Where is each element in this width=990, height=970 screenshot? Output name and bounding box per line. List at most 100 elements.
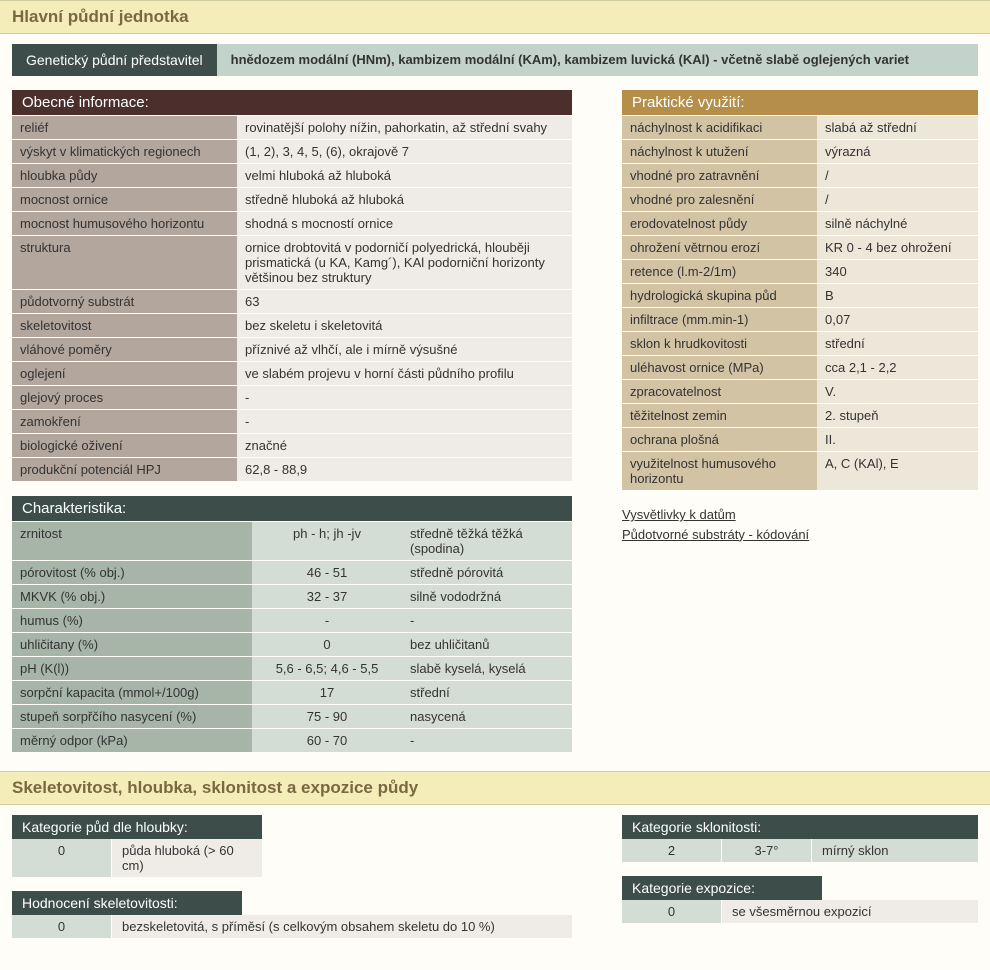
cell-key: infiltrace (mm.min-1)	[622, 308, 817, 331]
table-row: měrný odpor (kPa)60 - 70-	[12, 729, 572, 752]
cell-key: oglejení	[12, 362, 237, 385]
cell-mid: 32 - 37	[252, 585, 402, 608]
skelet-code: 0	[12, 915, 112, 938]
cell-value: ve slabém projevu v horní části půdního …	[237, 362, 572, 385]
obecne-table: reliéfrovinatější polohy nížin, pahorkat…	[12, 115, 572, 482]
cell-value: B	[817, 284, 978, 307]
cell-key: náchylnost k acidifikaci	[622, 116, 817, 139]
expo-desc: se všesměrnou expozicí	[722, 900, 978, 923]
table-row: zamokření-	[12, 410, 572, 433]
cell-value: 63	[237, 290, 572, 313]
expo-code: 0	[622, 900, 722, 923]
cell-mid: 75 - 90	[252, 705, 402, 728]
table-row: vhodné pro zalesnění/	[622, 188, 978, 211]
table-row: mocnost ornicestředně hluboká až hluboká	[12, 188, 572, 211]
table-row: strukturaornice drobtovitá v podorničí p…	[12, 236, 572, 289]
cell-value: cca 2,1 - 2,2	[817, 356, 978, 379]
prakt-table: náchylnost k acidifikacislabá až střední…	[622, 115, 978, 491]
cell-key: pórovitost (% obj.)	[12, 561, 252, 584]
cell-key: vhodné pro zalesnění	[622, 188, 817, 211]
cell-value: rovinatější polohy nížin, pahorkatin, až…	[237, 116, 572, 139]
cell-value: II.	[817, 428, 978, 451]
links-block: Vysvětlivky k datům Půdotvorné substráty…	[622, 505, 978, 544]
expo-header: Kategorie expozice:	[622, 876, 822, 900]
cell-key: vláhové poměry	[12, 338, 237, 361]
cell-key: struktura	[12, 236, 237, 289]
table-row: oglejení ve slabém projevu v horní části…	[12, 362, 572, 385]
section-main-soil-unit-header: Hlavní půdní jednotka	[0, 0, 990, 34]
cell-key: sorpční kapacita (mmol+/100g)	[12, 681, 252, 704]
cell-key: glejový proces	[12, 386, 237, 409]
table-row: humus (%)--	[12, 609, 572, 632]
cell-mid: 5,6 - 6,5; 4,6 - 5,5	[252, 657, 402, 680]
obecne-header: Obecné informace:	[12, 90, 572, 115]
table-row: hloubka půdyvelmi hluboká až hluboká	[12, 164, 572, 187]
cell-key: vhodné pro zatravnění	[622, 164, 817, 187]
cell-value: 62,8 - 88,9	[237, 458, 572, 481]
cell-key: hloubka půdy	[12, 164, 237, 187]
char-header: Charakteristika:	[12, 496, 572, 521]
cell-mid: 0	[252, 633, 402, 656]
cell-key: ohrožení větrnou erozí	[622, 236, 817, 259]
cell-value: silně náchylné	[817, 212, 978, 235]
cell-value: nasycená	[402, 705, 572, 728]
cell-key: reliéf	[12, 116, 237, 139]
cell-mid: 60 - 70	[252, 729, 402, 752]
table-row: mocnost humusového horizontushodná s moc…	[12, 212, 572, 235]
sklon-block: Kategorie sklonitosti: 2 3-7° mírný sklo…	[622, 815, 978, 862]
genetic-rep-row: Genetický půdní představitel hnědozem mo…	[12, 44, 978, 76]
table-row: ochrana plošnáII.	[622, 428, 978, 451]
depth-header: Kategorie půd dle hloubky:	[12, 815, 262, 839]
prakt-header: Praktické využití:	[622, 90, 978, 115]
cell-key: uléhavost ornice (MPa)	[622, 356, 817, 379]
cell-value: příznivé až vlhčí, ale i mírně výsušné	[237, 338, 572, 361]
table-row: reliéfrovinatější polohy nížin, pahorkat…	[12, 116, 572, 139]
section-skelet-header: Skeletovitost, hloubka, sklonitost a exp…	[0, 771, 990, 805]
table-row: zpracovatelnostV.	[622, 380, 978, 403]
cell-key: retence (l.m-2/1m)	[622, 260, 817, 283]
cell-key: zamokření	[12, 410, 237, 433]
cell-value: střední	[817, 332, 978, 355]
cell-value: výrazná	[817, 140, 978, 163]
cell-key: zrnitost	[12, 522, 252, 560]
depth-block: Kategorie půd dle hloubky: 0 půda hlubok…	[12, 815, 572, 877]
table-row: produkční potenciál HPJ62,8 - 88,9	[12, 458, 572, 481]
table-row: náchylnost k utuženívýrazná	[622, 140, 978, 163]
cell-value: 2. stupeň	[817, 404, 978, 427]
cell-value: KR 0 - 4 bez ohrožení	[817, 236, 978, 259]
cell-value: středně hluboká až hluboká	[237, 188, 572, 211]
cell-key: MKVK (% obj.)	[12, 585, 252, 608]
table-row: erodovatelnost půdysilně náchylné	[622, 212, 978, 235]
cell-key: zpracovatelnost	[622, 380, 817, 403]
table-row: těžitelnost zemin2. stupeň	[622, 404, 978, 427]
cell-value: /	[817, 164, 978, 187]
table-row: uléhavost ornice (MPa)cca 2,1 - 2,2	[622, 356, 978, 379]
cell-value: slabě kyselá, kyselá	[402, 657, 572, 680]
table-row: ohrožení větrnou erozí KR 0 - 4 bez ohro…	[622, 236, 978, 259]
cell-key: využitelnost humusového horizontu	[622, 452, 817, 490]
cell-value: středně pórovitá	[402, 561, 572, 584]
cell-key: půdotvorný substrát	[12, 290, 237, 313]
link-vysvetlivky[interactable]: Vysvětlivky k datům	[622, 505, 978, 525]
cell-value: značné	[237, 434, 572, 457]
cell-key: stupeň sorpřčího nasycení (%)	[12, 705, 252, 728]
cell-mid: -	[252, 609, 402, 632]
table-row: sklon k hrudkovitostistřední	[622, 332, 978, 355]
cell-key: biologické oživení	[12, 434, 237, 457]
table-row: hydrologická skupina půdB	[622, 284, 978, 307]
cell-key: náchylnost k utužení	[622, 140, 817, 163]
table-row: vhodné pro zatravnění/	[622, 164, 978, 187]
sklon-code: 2	[622, 839, 722, 862]
cell-value: -	[402, 609, 572, 632]
genetic-rep-value: hnědozem modální (HNm), kambizem modální…	[217, 44, 978, 76]
link-substraty[interactable]: Půdotvorné substráty - kódování	[622, 525, 978, 545]
cell-value: bez uhličitanů	[402, 633, 572, 656]
table-row: stupeň sorpřčího nasycení (%)75 - 90nasy…	[12, 705, 572, 728]
table-row: využitelnost humusového horizontuA, C (K…	[622, 452, 978, 490]
table-row: skeletovitostbez skeletu i skeletovitá	[12, 314, 572, 337]
cell-value: 340	[817, 260, 978, 283]
cell-key: produkční potenciál HPJ	[12, 458, 237, 481]
table-row: půdotvorný substrát63	[12, 290, 572, 313]
skelet-desc: bezskeletovitá, s příměsí (s celkovým ob…	[112, 915, 572, 938]
cell-value: ornice drobtovitá v podorničí polyedrick…	[237, 236, 572, 289]
